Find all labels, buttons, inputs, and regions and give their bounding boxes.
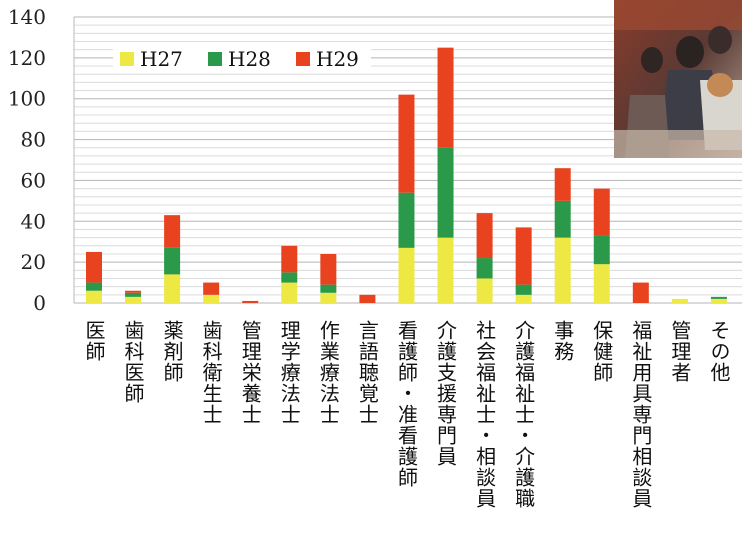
bar-segment-h27 xyxy=(203,294,220,303)
bar-segment-h29 xyxy=(359,294,376,303)
x-category-label: 介護支援専門員 xyxy=(434,320,458,467)
x-category-label: 介護福祉士・介護職 xyxy=(512,320,536,509)
y-tick-label: 140 xyxy=(8,5,46,29)
bar-segment-h29 xyxy=(164,215,181,248)
bar-segment-h27 xyxy=(281,282,298,303)
x-category-label: 管理者 xyxy=(668,320,692,383)
y-tick-label: 0 xyxy=(33,291,46,315)
y-tick-label: 60 xyxy=(21,168,46,192)
bar-segment-h29 xyxy=(125,290,142,293)
bar-segment-h29 xyxy=(554,168,571,201)
x-category-label: 作業療法士 xyxy=(316,320,340,425)
bar-segment-h29 xyxy=(593,188,610,236)
legend-label-h28: H28 xyxy=(228,47,271,71)
x-category-label: 保健師 xyxy=(590,320,614,383)
x-category-label: 事務 xyxy=(551,320,575,362)
x-category-label: 社会福祉士・相談員 xyxy=(473,320,497,509)
legend: H27 H28 H29 xyxy=(113,44,371,72)
y-tick-label: 120 xyxy=(8,46,46,70)
bar-segment-h27 xyxy=(476,278,493,303)
bar-segment-h27 xyxy=(437,237,454,303)
bar-segment-h27 xyxy=(554,237,571,303)
bar-segment-h27 xyxy=(671,298,688,303)
x-category-label: 理学療法士 xyxy=(277,320,301,425)
bar-segment-h27 xyxy=(125,296,142,303)
bar-segment-h29 xyxy=(476,213,493,259)
bar-segment-h27 xyxy=(398,247,415,303)
bar-segment-h27 xyxy=(515,294,532,303)
bar-segment-h29 xyxy=(320,253,337,285)
bar-segment-h28 xyxy=(554,200,571,238)
bar-segment-h28 xyxy=(125,292,142,297)
x-category-label: 看護師・准看護師 xyxy=(394,320,418,488)
x-category-label: 医師 xyxy=(82,320,106,362)
bar-segment-h28 xyxy=(398,192,415,248)
x-axis-labels: 医師 歯科医師 薬剤師 歯科衛生士 管理栄養士 理学療法士 作業療法士 言語聴覚士 看護師・准看… xyxy=(82,320,731,509)
x-category-label: 言語聴覚士 xyxy=(355,320,379,425)
bar-segment-h29 xyxy=(398,94,415,193)
legend-swatch-h27 xyxy=(120,52,134,66)
legend-box xyxy=(113,44,371,72)
x-category-label: 歯科衛生士 xyxy=(199,320,223,425)
bar-segment-h28 xyxy=(164,247,181,275)
bar-segment-h27 xyxy=(710,298,727,303)
bar-segment-h28 xyxy=(476,258,493,279)
x-category-label: 福祉用具専門相談員 xyxy=(629,320,653,509)
bar-segment-h28 xyxy=(320,284,337,293)
bar-segment-h27 xyxy=(320,292,337,303)
bar-segment-h28 xyxy=(593,235,610,265)
bar-segment-h28 xyxy=(515,284,532,295)
x-category-label: 歯科医師 xyxy=(121,320,145,404)
bar-segment-h29 xyxy=(632,282,649,303)
bar-segment-h28 xyxy=(437,147,454,238)
bar-segment-h27 xyxy=(86,290,102,303)
bar-segment-h29 xyxy=(281,245,298,273)
y-tick-label: 40 xyxy=(21,209,46,233)
legend-swatch-h28 xyxy=(208,52,222,66)
bar-segment-h28 xyxy=(86,282,102,291)
legend-label-h29: H29 xyxy=(316,47,359,71)
bar-segment-h29 xyxy=(242,300,259,303)
x-category-label: 薬剤師 xyxy=(160,320,184,383)
legend-swatch-h29 xyxy=(296,52,310,66)
bar-segment-h29 xyxy=(86,251,102,283)
bars xyxy=(86,47,727,303)
bar-segment-h29 xyxy=(203,282,220,295)
bar-segment-h27 xyxy=(164,274,181,303)
y-tick-label: 80 xyxy=(21,128,46,152)
bar-segment-h29 xyxy=(515,227,532,285)
bar-segment-h29 xyxy=(437,47,454,148)
y-tick-label: 20 xyxy=(21,250,46,274)
x-category-label: 管理栄養士 xyxy=(238,320,262,425)
bar-segment-h28 xyxy=(710,296,727,299)
legend-label-h27: H27 xyxy=(140,47,183,71)
x-category-label: その他 xyxy=(707,320,731,383)
bar-segment-h28 xyxy=(281,272,298,283)
y-tick-label: 100 xyxy=(8,87,46,111)
inset-photo xyxy=(614,0,742,158)
bar-segment-h27 xyxy=(593,264,610,303)
y-axis: 0 20 40 60 80 100 120 140 xyxy=(8,5,46,315)
